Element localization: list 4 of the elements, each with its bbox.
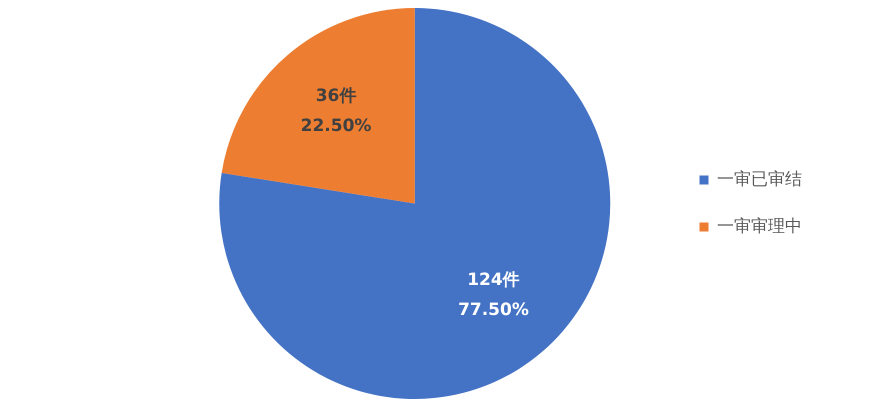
data-label: 36件 22.50% xyxy=(300,86,372,136)
data-label: 124件 77.50% xyxy=(458,270,529,320)
legend-label: 一审审理中 xyxy=(717,216,802,236)
legend-label: 一审已审结 xyxy=(717,169,802,190)
